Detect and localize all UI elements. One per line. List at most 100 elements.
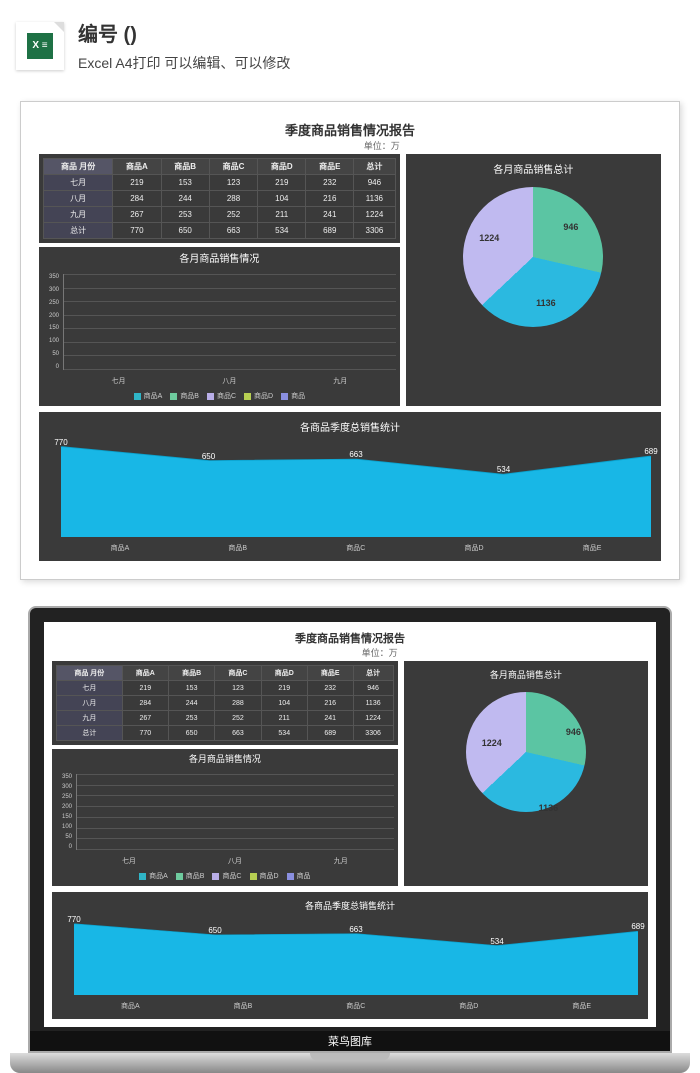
bar-chart-title: 各月商品销售情况 [52,749,398,768]
pie-chart: 946 1136 1224 [466,692,586,812]
pie-slice-label: 946 [563,222,578,232]
legend-item: 商品 [281,391,305,401]
table-cell: 153 [168,681,214,696]
pie-slice-label: 1224 [482,738,502,748]
pie-slice-label: 1136 [539,803,559,813]
table-cell: 534 [261,726,307,741]
table-corner: 商品 月份 [44,159,113,175]
table-cell: 284 [122,696,168,711]
table-cell: 241 [306,207,354,223]
table-cell: 104 [258,191,306,207]
unit-label: 单位：万 [364,139,400,152]
area-chart-title: 各商品季度总销售统计 [56,896,644,915]
table-cell: 3306 [353,726,393,741]
area-value-label: 689 [631,922,644,931]
area-value-label: 650 [202,452,215,461]
excel-file-icon: X ≡ [16,22,64,70]
area-x-label: 商品C [346,1001,365,1011]
preview-card-large: 季度商品销售情况报告 单位：万 商品 月份商品A商品B商品C商品D商品E总计七月… [20,101,680,580]
table-cell: 689 [307,726,353,741]
table-cell: 253 [161,207,209,223]
table-cell: 232 [307,681,353,696]
area-chart-panel: 各商品季度总销售统计 770650663534689 商品A商品B商品C商品D商… [52,892,648,1019]
row-label: 九月 [44,207,113,223]
table-header: 商品A [122,666,168,681]
table-cell: 267 [122,711,168,726]
bar-chart: 350300250200150100500 七月八月九月 [52,768,398,868]
y-axis-tick: 100 [54,824,72,830]
area-chart: 770650663534689 商品A商品B商品C商品D商品E [56,915,644,1015]
area-x-label: 商品B [228,543,247,553]
area-x-label: 商品C [346,543,365,553]
table-cell: 1224 [354,207,396,223]
x-axis-label: 七月 [111,376,125,386]
area-chart-title: 各商品季度总销售统计 [43,416,657,437]
table-cell: 252 [215,711,261,726]
row-label: 九月 [57,711,123,726]
table-header: 总计 [354,159,396,175]
bar-chart: 350300250200150100500 七月八月九月 [39,268,400,388]
table-row: 八月2842442881042161136 [57,696,394,711]
table-cell: 253 [168,711,214,726]
page-subtitle: Excel A4打印 可以编辑、可以修改 [78,53,290,73]
table-row: 八月2842442881042161136 [44,191,396,207]
area-value-label: 650 [208,926,221,935]
table-row: 九月2672532522112411224 [44,207,396,223]
pie-chart-title: 各月商品销售总计 [493,158,573,179]
area-x-label: 商品E [583,543,602,553]
table-cell: 284 [113,191,161,207]
table-cell: 946 [354,175,396,191]
area-x-label: 商品D [465,543,484,553]
x-axis-label: 九月 [334,856,348,866]
table-cell: 216 [307,696,353,711]
table-cell: 946 [353,681,393,696]
y-axis-tick: 350 [54,774,72,780]
table-cell: 288 [215,696,261,711]
table-header: 商品B [168,666,214,681]
row-label: 七月 [57,681,123,696]
table-cell: 232 [306,175,354,191]
sales-table: 商品 月份商品A商品B商品C商品D商品E总计七月2191531232192329… [56,665,394,741]
table-cell: 211 [261,711,307,726]
area-x-label: 商品E [572,1001,591,1011]
pie-slice-label: 946 [566,727,581,737]
area-value-label: 663 [349,450,362,459]
y-axis-tick: 0 [54,844,72,850]
table-cell: 241 [307,711,353,726]
bar-legend: 商品A商品B商品C商品D商品 [52,868,398,886]
bar-chart-panel: 各月商品销售情况 350300250200150100500 七月八月九月 商品… [39,247,400,406]
y-axis-tick: 200 [41,313,59,319]
y-axis-tick: 250 [54,794,72,800]
table-header: 商品D [258,159,306,175]
table-cell: 534 [258,223,306,239]
y-axis-tick: 50 [41,351,59,357]
table-corner: 商品 月份 [57,666,123,681]
table-cell: 663 [215,726,261,741]
y-axis-tick: 150 [41,325,59,331]
x-axis-label: 八月 [222,376,236,386]
table-row: 九月2672532522112411224 [57,711,394,726]
legend-item: 商品D [244,391,273,401]
table-cell: 123 [215,681,261,696]
laptop-base [10,1053,690,1073]
area-x-label: 商品B [234,1001,253,1011]
table-header: 总计 [353,666,393,681]
table-header: 商品A [113,159,161,175]
table-cell: 650 [168,726,214,741]
y-axis-tick: 200 [54,804,72,810]
table-cell: 1136 [354,191,396,207]
table-cell: 650 [161,223,209,239]
bar-legend: 商品A商品B商品C商品D商品 [39,388,400,406]
data-table-panel: 商品 月份商品A商品B商品C商品D商品E总计七月2191531232192329… [52,661,398,745]
header: X ≡ 编号 () Excel A4打印 可以编辑、可以修改 [0,0,700,91]
area-value-label: 689 [644,447,657,456]
y-axis-tick: 300 [41,287,59,293]
dashboard-title: 季度商品销售情况报告 [52,630,648,646]
bar-chart-title: 各月商品销售情况 [39,247,400,268]
header-text: 编号 () Excel A4打印 可以编辑、可以修改 [78,18,290,73]
data-table-panel: 商品 月份商品A商品B商品C商品D商品E总计七月2191531232192329… [39,154,400,243]
table-cell: 770 [122,726,168,741]
table-cell: 1136 [353,696,393,711]
x-axis-label: 七月 [122,856,136,866]
row-label: 八月 [44,191,113,207]
